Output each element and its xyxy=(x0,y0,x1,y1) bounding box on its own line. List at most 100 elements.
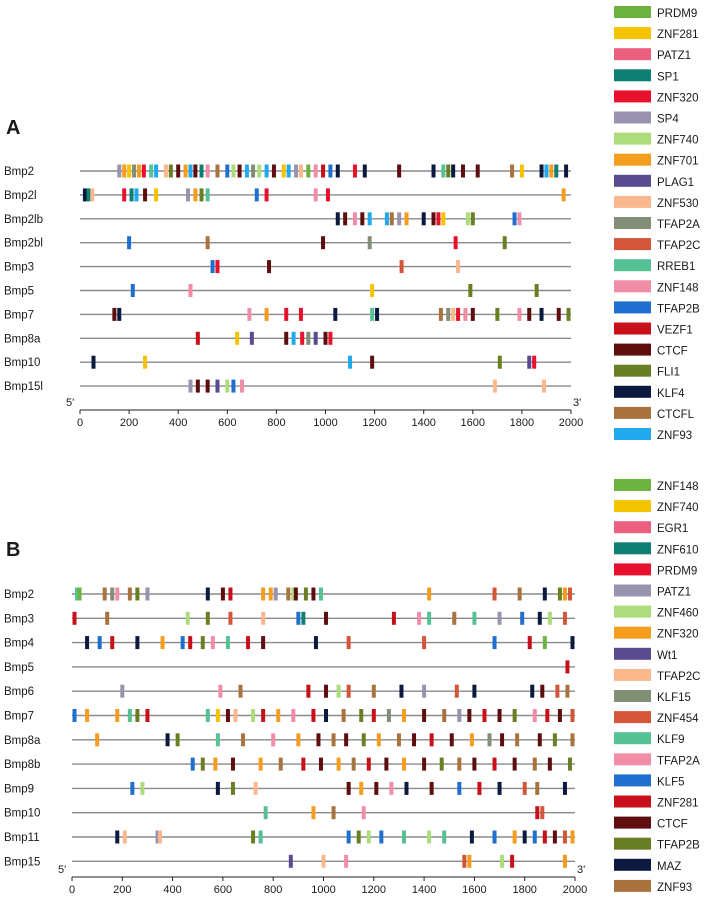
motif-site-znf281 xyxy=(246,636,251,650)
motif-site-znf320 xyxy=(427,587,432,601)
motif-site-znf281 xyxy=(492,757,497,771)
legend-label: TFAP2C xyxy=(657,671,700,683)
motif-site-znf460 xyxy=(366,830,371,844)
x-tick-label: 800 xyxy=(267,417,285,429)
motif-site-klf9 xyxy=(205,709,210,722)
motif-site-tfap2b xyxy=(135,587,140,601)
motif-site-tfap2b xyxy=(359,709,364,722)
motif-site-znf701 xyxy=(136,164,141,178)
motif-site-znf281 xyxy=(145,709,150,722)
motif-site-ctcf xyxy=(422,757,427,771)
motif-site-znf281 xyxy=(477,781,482,795)
gene-label: Bmp10 xyxy=(4,808,40,820)
motif-site-tfap2b xyxy=(251,830,256,844)
motif-site-znf148 xyxy=(463,307,468,321)
legend-swatch-prdm9 xyxy=(614,563,651,576)
motif-site-tfap2b xyxy=(210,260,215,274)
motif-site-znf320 xyxy=(85,709,90,722)
motif-site-znf740 xyxy=(257,164,262,178)
motif-site-klf5 xyxy=(180,636,185,650)
legend-label: ZNF610 xyxy=(657,544,699,556)
motif-site-maz xyxy=(570,636,575,650)
motif-site-znf281 xyxy=(527,636,532,650)
motif-site-znf93 xyxy=(134,188,139,202)
legend-swatch-klf4 xyxy=(614,385,651,398)
motif-site-znf93 xyxy=(515,733,520,747)
motif-site-klf4 xyxy=(539,307,544,321)
legend-label: PRDM9 xyxy=(657,565,697,577)
motif-site-ctcf xyxy=(497,709,502,722)
motif-site-znf93 xyxy=(371,684,376,698)
legend-swatch-znf460 xyxy=(614,605,651,618)
gene-label: Bmp10 xyxy=(4,357,40,369)
motif-site-znf281 xyxy=(261,709,266,722)
legend-label: ZNF148 xyxy=(657,481,699,493)
motif-site-znf740 xyxy=(231,164,236,178)
motif-site-klf4 xyxy=(539,164,544,178)
motif-site-patz1 xyxy=(273,587,278,601)
motif-site-tfap2a xyxy=(291,709,296,722)
motif-site-patz1 xyxy=(155,830,160,844)
motif-site-wt1 xyxy=(288,854,293,868)
motif-site-sp4 xyxy=(188,379,193,393)
motif-site-ctcf xyxy=(318,757,323,771)
gene-label: Bmp15l xyxy=(4,381,43,393)
motif-site-znf320 xyxy=(376,733,381,747)
motif-site-znf281 xyxy=(482,709,487,722)
legend-label: TFAP2C xyxy=(657,240,700,252)
motif-site-tfap2b xyxy=(205,611,210,625)
motif-site-vezf1 xyxy=(321,164,326,178)
motif-site-znf281 xyxy=(441,212,446,226)
motif-site-patz1 xyxy=(457,709,462,722)
gene-label: Bmp9 xyxy=(4,783,34,795)
motif-site-maz xyxy=(542,587,547,601)
panel-b-label: B xyxy=(6,539,20,561)
motif-site-tfap2b xyxy=(200,636,205,650)
motif-site-znf281 xyxy=(110,636,115,650)
x-tick-label: 600 xyxy=(218,417,236,429)
legend-swatch-znf320 xyxy=(614,626,651,639)
motif-site-tfap2a xyxy=(210,636,215,650)
axis-3prime-label: 3' xyxy=(577,864,585,876)
motif-site-znf320 xyxy=(213,757,218,771)
motif-site-klf5 xyxy=(492,636,497,650)
legend-swatch-ctcf xyxy=(614,343,651,356)
motif-site-ctcf xyxy=(267,260,272,274)
legend-swatch-znf530 xyxy=(614,195,651,208)
motif-site-tfap2a xyxy=(271,733,276,747)
legend-swatch-tfap2b xyxy=(614,837,651,850)
legend-label: CTCFL xyxy=(657,409,695,421)
motif-site-znf701 xyxy=(193,188,198,202)
motif-site-znf281 xyxy=(281,164,286,178)
motif-site-klf9 xyxy=(318,587,323,601)
motif-site-ctcf xyxy=(237,164,242,178)
motif-site-maz xyxy=(404,781,409,795)
panel-a-label: A xyxy=(6,117,20,139)
motif-site-tfap2c xyxy=(158,830,163,844)
legend-label: ZNF281 xyxy=(657,29,699,41)
motif-site-znf320 xyxy=(95,733,100,747)
motif-site-klf15 xyxy=(110,587,115,601)
motif-site-znf454 xyxy=(522,781,527,795)
motif-site-znf530 xyxy=(451,307,456,321)
motif-site-tfap2a xyxy=(417,611,422,625)
legend-label: KLF9 xyxy=(657,734,685,746)
motif-site-patz1 xyxy=(497,611,502,625)
legend-swatch-egr1 xyxy=(614,521,651,534)
motif-site-sp1 xyxy=(199,164,204,178)
motif-site-znf281 xyxy=(72,611,77,625)
motif-site-tfap2a xyxy=(367,236,372,250)
gene-label: Bmp7 xyxy=(4,309,34,321)
motif-site-znf320 xyxy=(570,830,575,844)
motif-site-klf9 xyxy=(401,830,406,844)
motif-site-znf93 xyxy=(384,212,389,226)
gene-label: Bmp11 xyxy=(4,832,40,844)
legend-swatch-patz1 xyxy=(614,48,651,61)
motif-site-maz xyxy=(215,781,220,795)
x-tick-label: 1400 xyxy=(411,417,435,429)
motif-site-ctcf xyxy=(460,164,465,178)
motif-site-ctcfl xyxy=(215,164,220,178)
legend-swatch-znf93 xyxy=(614,428,651,440)
motif-site-znf320 xyxy=(215,260,220,274)
